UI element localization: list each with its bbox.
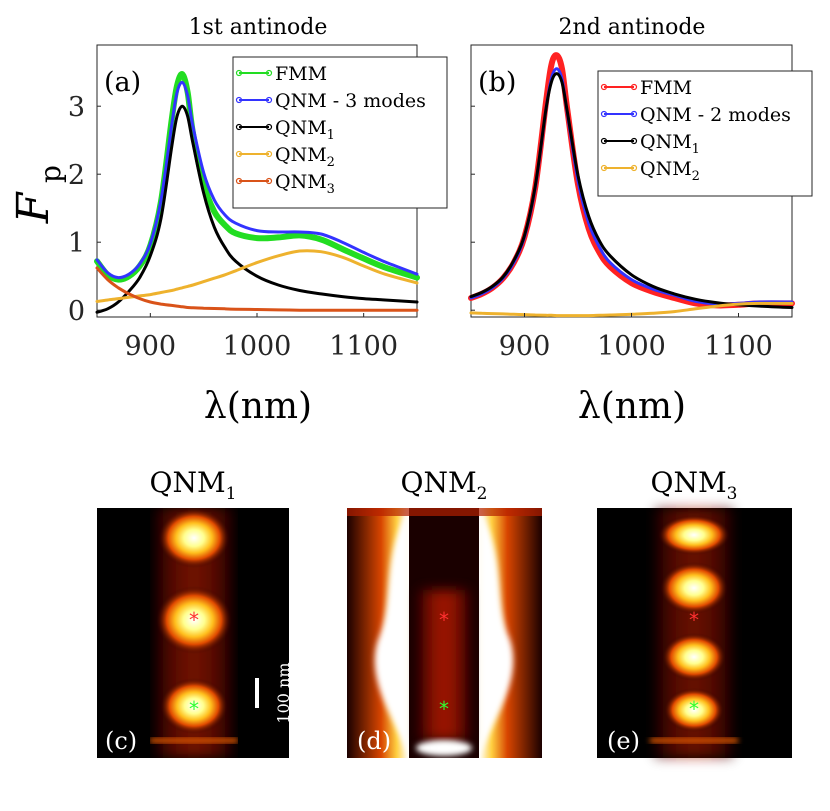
legend-marker <box>630 164 638 172</box>
map-e-lobe <box>664 688 724 732</box>
svg-text:QNM1: QNM1 <box>150 466 237 504</box>
field-map-qnm1: QNM1 * * 100 nm (c) <box>97 466 293 758</box>
scale-bar <box>255 678 259 708</box>
map-c-lobe <box>158 508 230 568</box>
panel-b-ticks: 900 1000 1100 <box>471 105 773 362</box>
y-tick-label: 3 <box>68 92 85 123</box>
ylabel-main: F <box>8 191 59 224</box>
legend-marker <box>600 83 608 91</box>
legend-marker <box>630 110 638 118</box>
map-c-lobe <box>160 678 228 734</box>
y-tick-label: 1 <box>68 228 85 259</box>
red-star-marker: * <box>689 608 699 632</box>
legend-entry: QNM1 <box>640 131 700 157</box>
series-a-4-line <box>95 266 419 312</box>
series-a-1-line <box>95 80 419 280</box>
x-tick-label: 1100 <box>704 331 773 362</box>
x-tick-label: 900 <box>499 331 551 362</box>
legend-entry: QNM2 <box>640 158 700 184</box>
map-e-title-sub: 3 <box>727 484 738 504</box>
ylabel-sub: p <box>34 165 67 183</box>
legend-marker <box>235 96 243 104</box>
map-c-title-sub: 1 <box>226 484 237 504</box>
green-star-marker: * <box>689 697 699 721</box>
series-b-2-line <box>469 72 794 309</box>
legend-marker <box>600 164 608 172</box>
legend-marker <box>235 150 243 158</box>
x-tick-label: 1000 <box>597 331 666 362</box>
panel-a-label: (a) <box>104 67 141 98</box>
red-star-marker: * <box>189 608 199 632</box>
legend-marker <box>235 123 243 131</box>
panel-a-title: 1st antinode <box>189 15 328 40</box>
red-star-marker: * <box>439 608 449 632</box>
map-e-label: (e) <box>607 727 640 755</box>
y-tick-label: 0 <box>68 296 85 327</box>
legend-marker <box>265 123 273 131</box>
legend-marker <box>600 110 608 118</box>
x-tick-label: 1000 <box>223 331 292 362</box>
series-b-3-line <box>469 301 794 318</box>
green-star-marker: * <box>439 697 449 721</box>
map-e-lobe <box>658 515 730 555</box>
legend-entry: QNM - 2 modes <box>640 104 791 126</box>
legend-marker <box>235 177 243 185</box>
scale-bar-label: 100 nm <box>274 662 293 723</box>
x-tick-label: 900 <box>125 331 177 362</box>
panel-a-ticks: 900 1000 1100 0 1 2 3 <box>68 92 398 362</box>
legend-marker <box>265 177 273 185</box>
panel-b-xlabel: λ(nm) <box>578 386 686 427</box>
map-c-lobe <box>156 586 232 654</box>
map-c-title-main: QNM <box>150 466 226 499</box>
legend-marker <box>235 69 243 77</box>
panel-b-label: (b) <box>478 67 516 98</box>
legend-entry: FMM <box>640 77 692 99</box>
map-e-lobe <box>662 633 726 681</box>
panel-a-ylabel: F p <box>8 165 67 224</box>
panel-b: 2nd antinode 900 1000 1100 (b) λ(nm) FMM QN… <box>468 15 813 427</box>
panel-a-series <box>94 71 420 314</box>
legend-marker <box>265 69 273 77</box>
series-a-2-line <box>95 104 419 314</box>
legend-marker <box>265 150 273 158</box>
legend-marker <box>630 137 638 145</box>
svg-text:QNM3: QNM3 <box>651 466 738 504</box>
map-d-title-main: QNM <box>401 466 477 499</box>
legend-marker <box>630 83 638 91</box>
legend-entry: QNM2 <box>275 144 335 170</box>
map-c-label: (c) <box>105 727 137 755</box>
svg-text:QNM2: QNM2 <box>401 466 488 504</box>
legend-entry: QNM3 <box>275 171 335 197</box>
panel-a-xlabel: λ(nm) <box>204 386 312 427</box>
legend-entry: FMM <box>275 63 327 85</box>
field-map-qnm2: QNM2 * * (d) <box>347 466 542 758</box>
series-a-3-line <box>95 249 419 303</box>
x-tick-label: 1100 <box>329 331 398 362</box>
y-tick-label: 2 <box>68 160 85 191</box>
map-d-title-sub: 2 <box>477 484 488 504</box>
legend-entry: QNM - 3 modes <box>275 90 426 112</box>
legend-marker <box>600 137 608 145</box>
green-star-marker: * <box>189 697 199 721</box>
map-e-title-main: QNM <box>651 466 727 499</box>
panel-a: 1st antinode 900 1000 1100 0 1 2 3 (a) F p λ(n… <box>8 15 448 427</box>
panel-b-title: 2nd antinode <box>559 15 706 40</box>
map-e-lobe <box>660 562 728 614</box>
map-d-label: (d) <box>357 727 391 755</box>
legend-marker <box>265 96 273 104</box>
field-map-qnm3: QNM3 * * (e) <box>597 466 792 758</box>
panel-b-series <box>468 52 795 318</box>
legend-entry: QNM1 <box>275 117 335 143</box>
